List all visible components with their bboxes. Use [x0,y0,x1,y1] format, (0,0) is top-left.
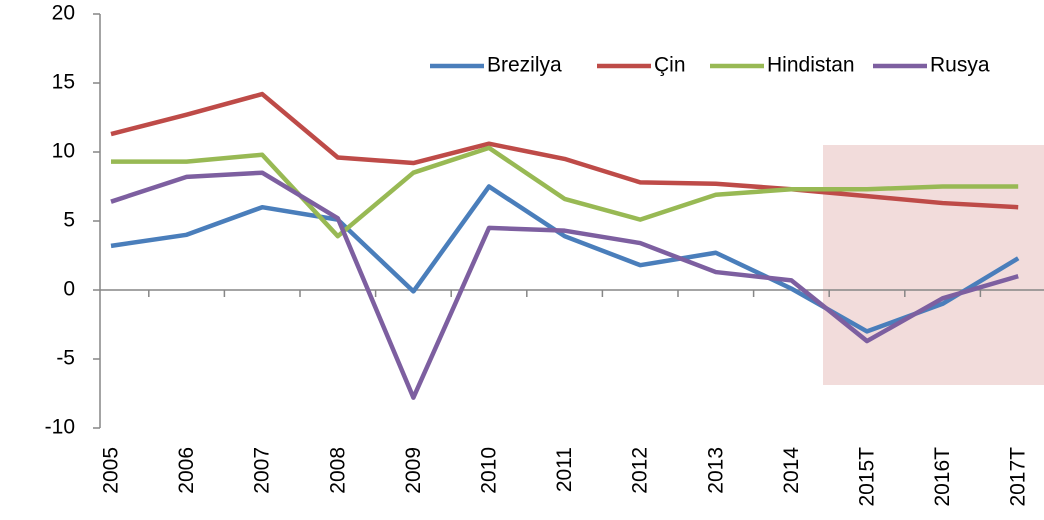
legend-label: Brezilya [487,54,562,77]
x-tick-label: 2011 [553,447,576,492]
x-tick-label: 2015T [856,447,879,507]
y-tick-label: -10 [45,416,75,439]
y-tick-label: 20 [52,2,75,25]
series-line [111,145,1019,239]
y-tick-label: 15 [52,71,75,94]
x-tick-label: 2005 [100,447,123,494]
x-tick-label: 2007 [251,447,274,494]
series-line [110,170,1019,400]
x-tick-label: 2006 [175,447,198,494]
x-tick-label: 2010 [478,447,501,494]
series-line [110,91,1019,210]
x-tick-label: 2009 [402,447,425,494]
y-tick-label: 0 [63,278,75,301]
legend-label: Hindistan [767,54,855,77]
x-tick-label: 2016T [931,447,954,507]
x-tick-label: 2012 [629,447,652,494]
series-line [110,184,1020,334]
x-tick-label: 2013 [704,447,727,494]
x-tick-label: 2017T [1007,447,1030,507]
legend-label: Rusya [930,54,990,77]
y-tick-label: 10 [52,140,75,163]
y-tick-label: 5 [63,209,75,232]
x-tick-label: 2008 [326,447,349,494]
y-tick-label: -5 [56,347,75,370]
legend-label: Çin [654,54,686,77]
x-tick-label: 2014 [780,447,803,494]
